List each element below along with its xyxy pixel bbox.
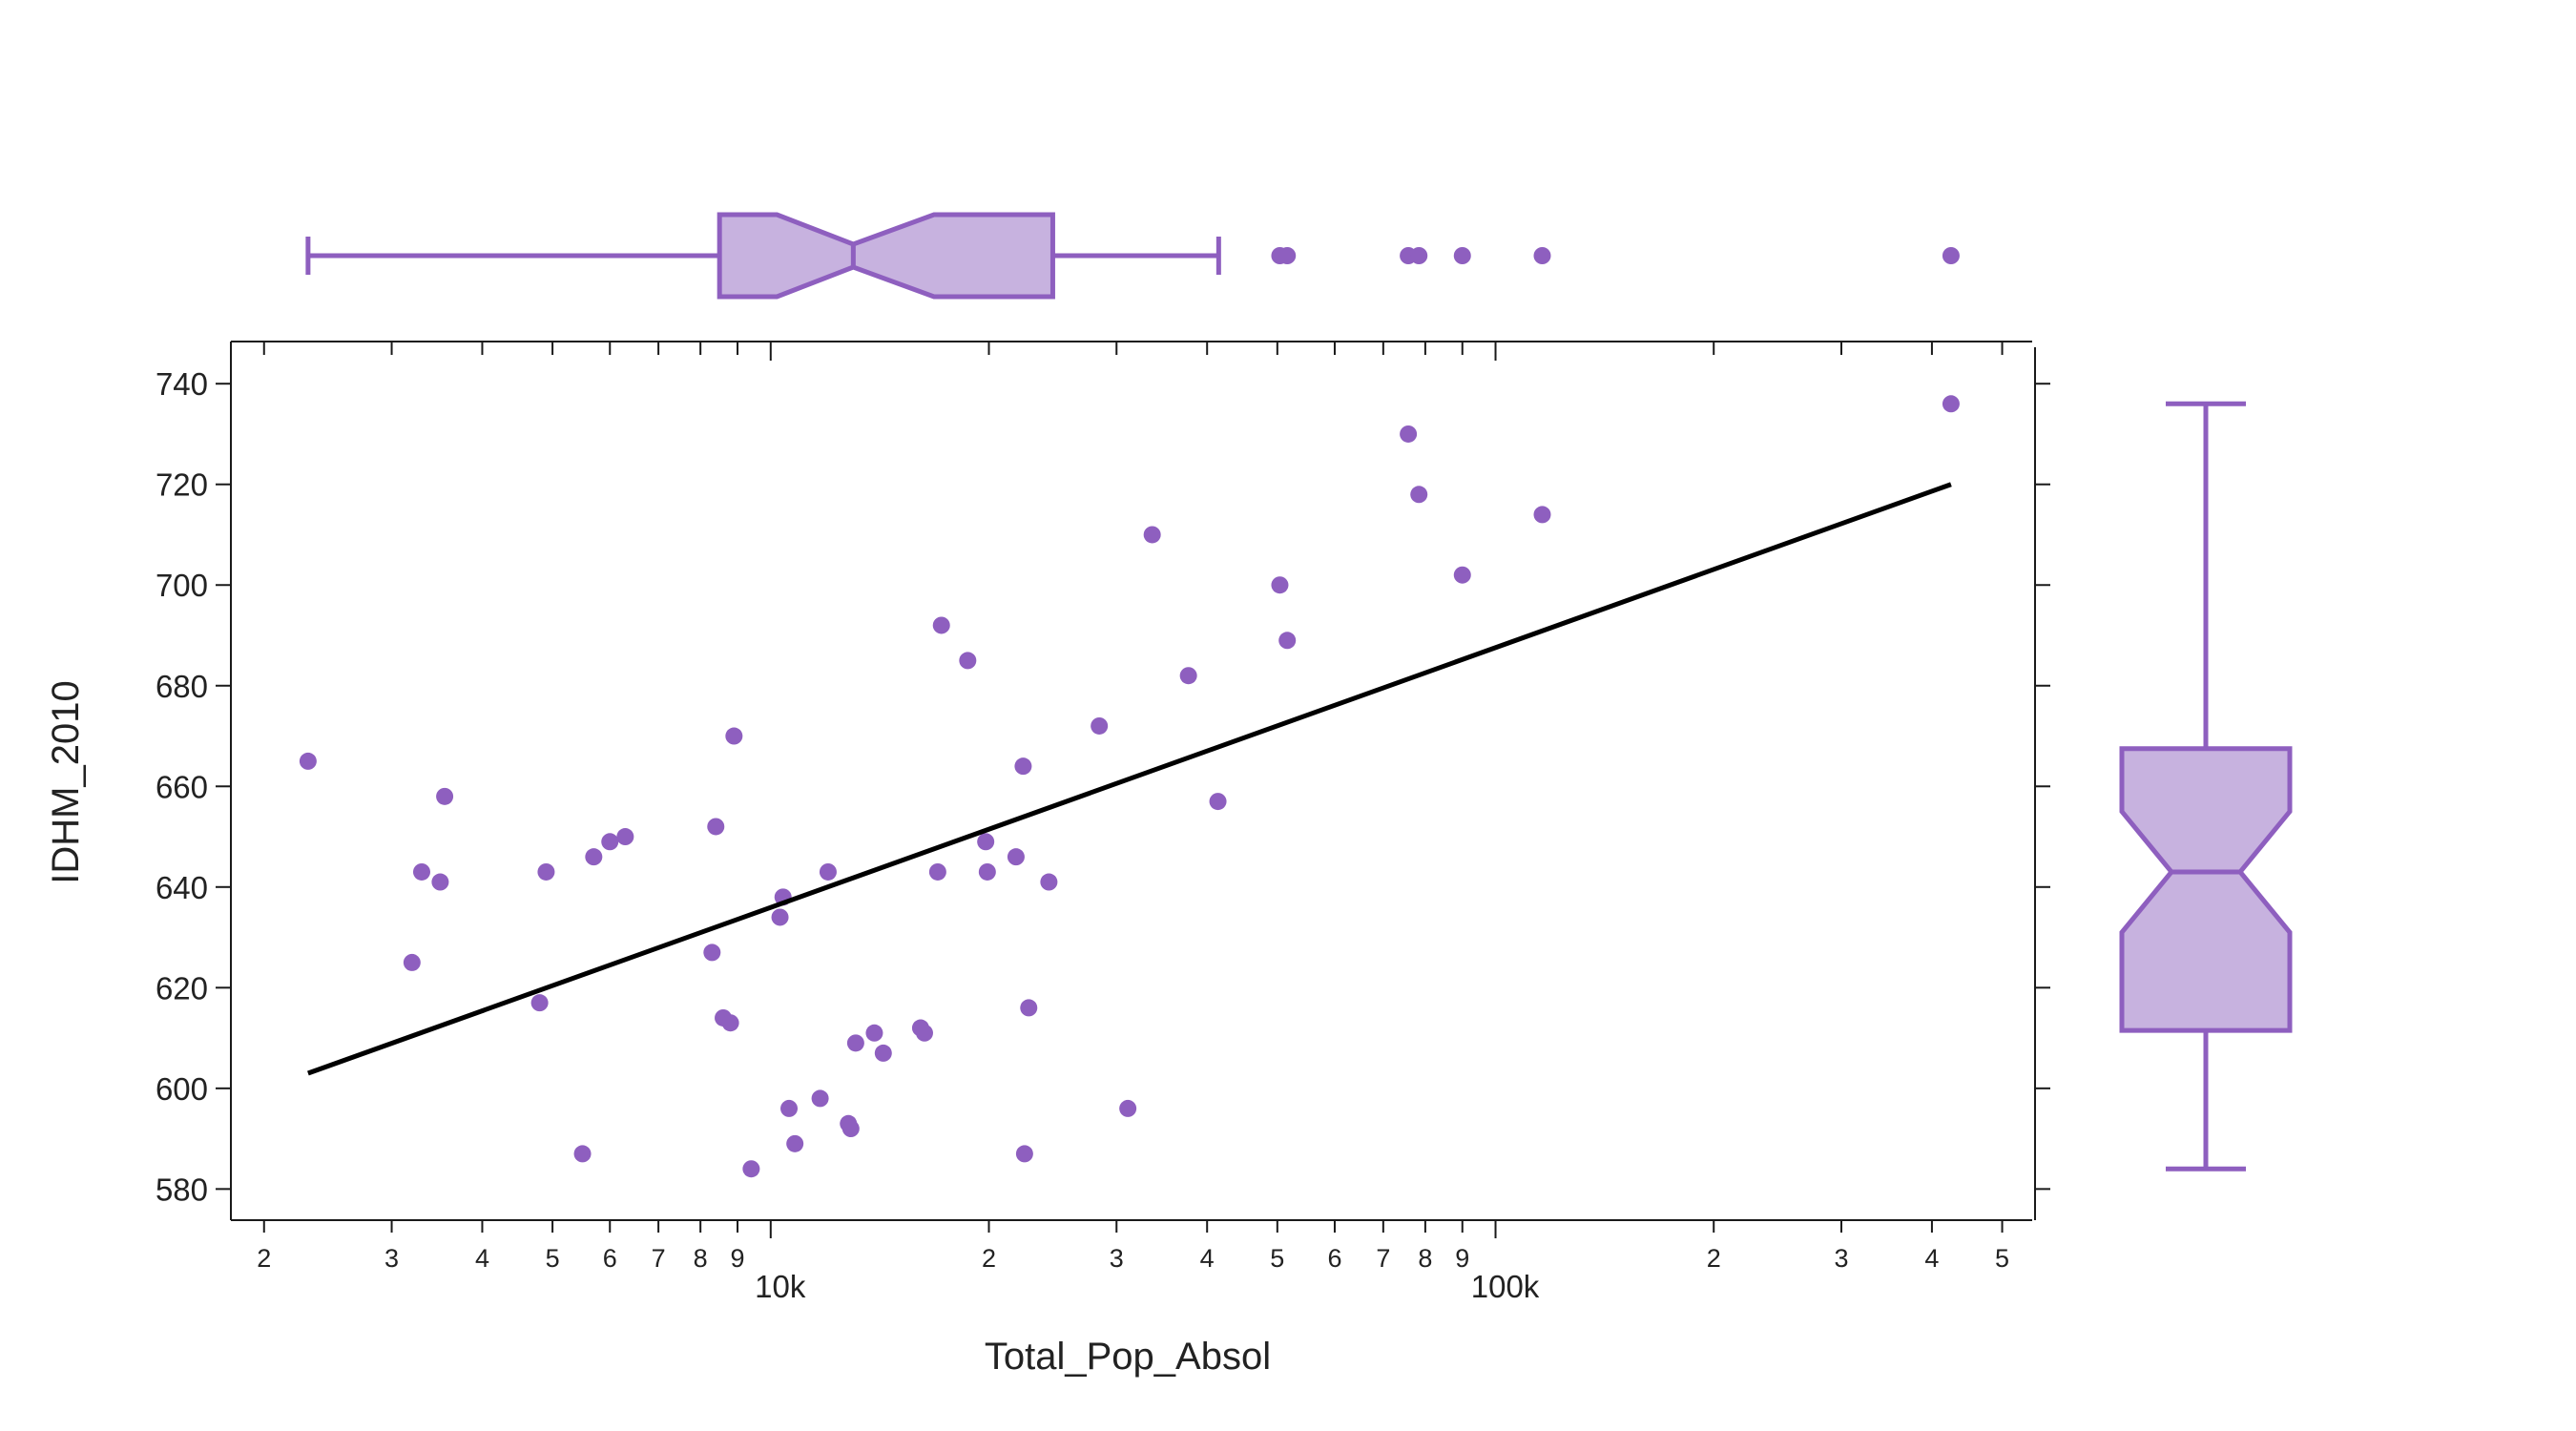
x-minor-tick-label: 6 [603,1244,617,1273]
x-minor-tick-label: 9 [1455,1244,1469,1273]
data-point [537,862,555,881]
data-point [299,752,317,770]
y-tick-label: 660 [156,769,208,804]
data-point [977,833,995,851]
x-box-outlier [1278,247,1297,264]
data-point [780,1099,799,1117]
data-point [978,862,996,881]
data-point [1410,486,1428,504]
x-minor-tick-label: 4 [1200,1244,1215,1273]
x-minor-tick-label: 7 [652,1244,666,1273]
y-tick-label: 740 [156,366,208,402]
y-box-body [2119,746,2293,1033]
trendline [307,482,1952,1076]
data-point [601,833,619,851]
data-point [915,1024,933,1042]
x-marginal-boxplot [305,212,1960,300]
x-box-body [717,212,1055,300]
data-point [573,1145,592,1163]
data-point [1007,848,1025,866]
data-point [1091,716,1109,735]
data-point [725,727,743,745]
x-minor-tick-label: 5 [546,1244,560,1273]
data-point [585,848,603,866]
y-marginal-boxplot [2119,401,2293,1172]
y-tick-label: 600 [156,1071,208,1107]
data-point [1143,526,1161,544]
data-point [616,828,634,846]
x-minor-tick-label: 8 [694,1244,708,1273]
y-tick-label: 640 [156,870,208,905]
data-point [819,862,837,881]
data-point [1209,793,1227,811]
x-box-outlier [1533,247,1551,264]
data-point [846,1034,864,1052]
x-major-tick-label: 100k [1471,1269,1540,1304]
x-box-outlier [1942,247,1960,264]
data-point [530,994,549,1012]
x-minor-tick-label: 5 [1270,1244,1284,1273]
data-point [932,616,950,634]
x-minor-tick-label: 2 [1707,1244,1721,1273]
data-point [1453,566,1471,584]
data-point [841,1120,860,1138]
data-point [1179,667,1197,685]
data-point [703,944,721,962]
data-point [1271,576,1289,594]
axes [230,341,2036,1221]
x-box-outlier [1410,247,1428,264]
data-point [959,652,977,670]
x-box-outlier [1453,247,1471,264]
data-point [742,1160,760,1178]
x-minor-tick-label: 3 [384,1244,399,1273]
x-minor-tick-label: 4 [1924,1244,1939,1273]
x-minor-tick-label: 6 [1327,1244,1341,1273]
x-minor-tick-label: 2 [257,1244,271,1273]
y-tick-label: 720 [156,467,208,503]
data-point [1014,757,1032,776]
data-point [928,862,946,881]
data-point [1942,395,1960,413]
x-minor-tick-label: 3 [1110,1244,1124,1273]
data-point [1015,1145,1033,1163]
x-minor-tick-label: 4 [475,1244,489,1273]
y-axis-title: IDHM_2010 [45,680,87,883]
data-point [412,862,430,881]
data-point [786,1134,804,1152]
x-minor-tick-label: 5 [1995,1244,2009,1273]
x-minor-tick-label: 7 [1376,1244,1390,1273]
data-point [1278,632,1297,650]
data-point [707,818,725,836]
y-tick-label: 680 [156,669,208,704]
data-point [874,1044,892,1062]
data-point [1533,506,1551,524]
data-point [431,873,449,891]
data-point [811,1089,829,1108]
data-point [1119,1099,1137,1117]
x-minor-tick-label: 2 [982,1244,996,1273]
x-axis-title: Total_Pop_Absol [985,1336,1271,1378]
data-point [865,1024,883,1042]
x-minor-tick-label: 9 [731,1244,745,1273]
data-point [1040,873,1058,891]
data-point [771,908,789,926]
x-major-tick-label: 10k [755,1269,806,1304]
x-minor-tick-label: 8 [1418,1244,1432,1273]
data-point [1400,425,1418,443]
data-point [721,1014,739,1032]
data-point [403,953,421,971]
y-tick-label: 700 [156,568,208,603]
x-minor-tick-label: 3 [1834,1244,1848,1273]
scatter-points [299,395,1960,1178]
y-tick-label: 620 [156,970,208,1006]
y-tick-label: 580 [156,1172,208,1207]
data-point [1020,999,1038,1017]
data-point [436,787,454,805]
